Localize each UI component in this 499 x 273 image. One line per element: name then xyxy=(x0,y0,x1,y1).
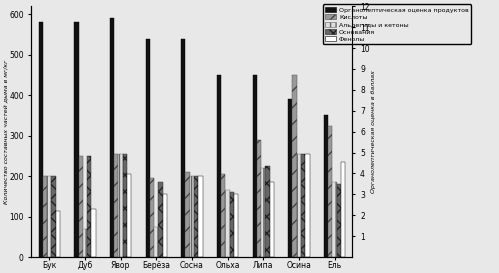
Bar xyxy=(332,182,337,257)
Bar xyxy=(87,156,91,257)
Bar xyxy=(74,22,78,257)
Bar xyxy=(198,176,203,257)
Bar xyxy=(217,75,221,257)
Bar xyxy=(186,172,190,257)
Bar xyxy=(114,154,118,257)
Bar xyxy=(150,178,154,257)
Bar xyxy=(324,115,328,257)
Legend: Органолептическая оценка продуктов, Кислоты, Альдегиды и кетоны, Основания, Фено: Органолептическая оценка продуктов, Кисл… xyxy=(323,4,471,44)
Bar xyxy=(190,176,194,257)
Bar xyxy=(234,194,238,257)
Bar xyxy=(158,182,163,257)
Y-axis label: Количество составных частей дыма в мг/кг: Количество составных частей дыма в мг/кг xyxy=(3,60,8,204)
Bar xyxy=(297,154,301,257)
Bar xyxy=(118,154,123,257)
Bar xyxy=(56,210,60,257)
Bar xyxy=(269,182,274,257)
Bar xyxy=(43,176,47,257)
Bar xyxy=(163,194,167,257)
Bar xyxy=(301,154,305,257)
Bar xyxy=(221,174,226,257)
Bar xyxy=(127,174,131,257)
Bar xyxy=(47,176,51,257)
Bar xyxy=(288,99,292,257)
Bar xyxy=(305,154,309,257)
Bar xyxy=(51,176,56,257)
Bar xyxy=(252,75,257,257)
Bar xyxy=(328,126,332,257)
Bar xyxy=(337,184,341,257)
Bar xyxy=(154,227,158,257)
Bar xyxy=(91,209,96,257)
Bar xyxy=(292,75,297,257)
Bar xyxy=(261,168,265,257)
Bar xyxy=(38,22,43,257)
Bar xyxy=(181,39,186,257)
Y-axis label: Органолептическая оценка в баллах: Органолептическая оценка в баллах xyxy=(371,70,376,193)
Bar xyxy=(123,154,127,257)
Bar xyxy=(230,192,234,257)
Bar xyxy=(78,156,83,257)
Bar xyxy=(341,162,345,257)
Bar xyxy=(83,229,87,257)
Bar xyxy=(146,39,150,257)
Bar xyxy=(226,190,230,257)
Bar xyxy=(257,140,261,257)
Bar xyxy=(194,176,198,257)
Bar xyxy=(265,166,269,257)
Bar xyxy=(110,18,114,257)
